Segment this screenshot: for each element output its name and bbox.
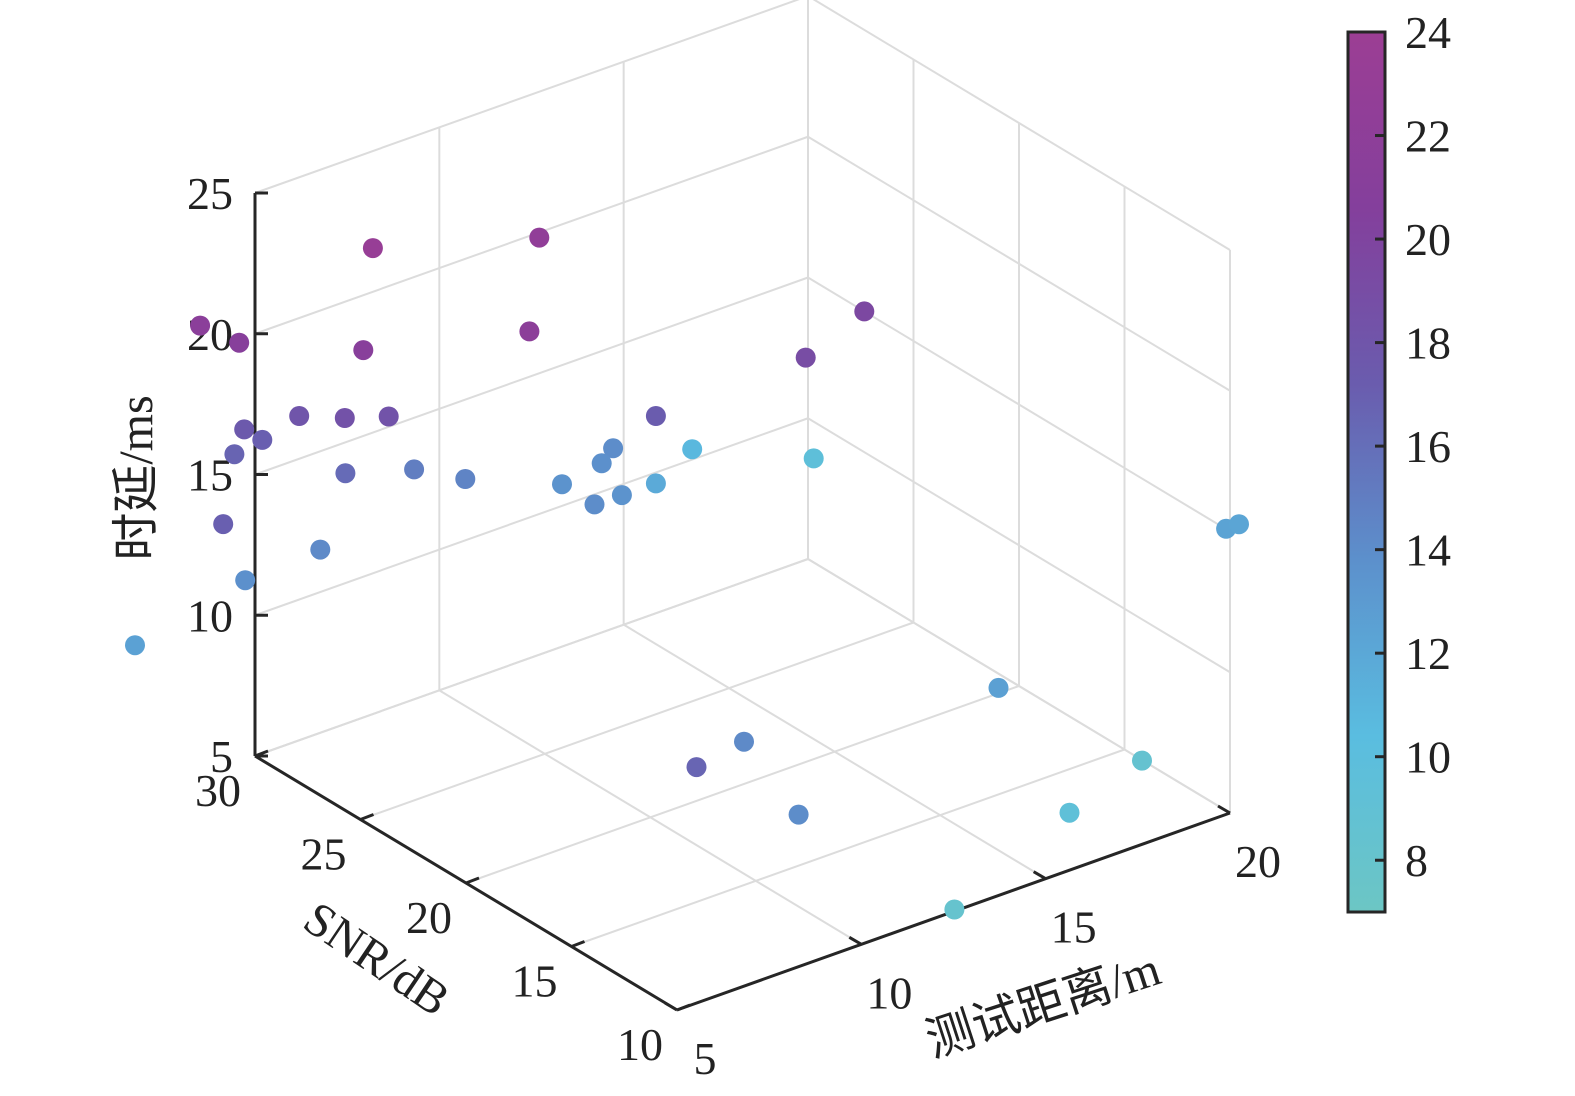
scatter-point [1059, 802, 1080, 823]
colorbar-tick-label: 22 [1405, 111, 1451, 162]
y-tick-mark [570, 940, 586, 948]
scatter-point [795, 347, 816, 368]
scatter-point [310, 539, 331, 560]
colorbar-tick-label: 12 [1405, 628, 1451, 679]
scatter-point [591, 453, 612, 474]
scatter-point [234, 419, 255, 440]
x-tick-label: 10 [866, 967, 912, 1018]
back-wall-grid-line [254, 0, 800, 194]
scatter-point [988, 677, 1009, 698]
scatter-point [1229, 514, 1249, 535]
colorbar-tick-label: 18 [1405, 318, 1451, 369]
y-tick-mark [359, 813, 375, 821]
y-tick-label: 25 [301, 829, 347, 880]
scatter-point [519, 321, 540, 342]
scatter-point [252, 429, 273, 450]
z-axis-label: 时延/ms [110, 395, 163, 560]
back-wall-grid-line [254, 558, 809, 757]
scatter-point [584, 494, 605, 515]
y-tick-label: 10 [617, 1019, 663, 1070]
scatter-point [529, 227, 550, 248]
scatter-point [334, 408, 355, 428]
scatter-point [944, 899, 965, 920]
y-tick-mark [676, 1003, 691, 1012]
scatter-point [289, 406, 310, 426]
scatter-point [1132, 750, 1152, 771]
floor-grid-line [360, 621, 914, 821]
scatter-point [125, 635, 145, 656]
side-wall-grid-line [807, 135, 1231, 392]
x-tick-mark [1032, 870, 1047, 880]
scatter-point [213, 514, 234, 535]
scatter-point [404, 459, 425, 480]
scatter-point [190, 315, 211, 336]
scatter-point [552, 474, 572, 495]
z-tick-label: 20 [187, 309, 233, 360]
scatter-point [854, 301, 875, 322]
scatter-point [803, 448, 824, 469]
x-tick-label: 20 [1235, 836, 1281, 887]
scatter-point [455, 469, 476, 489]
side-wall-grid-line [807, 558, 1231, 814]
scatter-point [353, 340, 374, 361]
x-tick-label: 15 [1051, 902, 1097, 953]
back-wall-grid-line [254, 276, 809, 476]
y-tick-label: 30 [195, 765, 241, 816]
colorbar-bar [1346, 30, 1387, 914]
scatter-point [235, 570, 256, 591]
grid-layer [254, 0, 1231, 1011]
back-wall-grid-line [254, 417, 809, 617]
scatter-point [335, 463, 356, 484]
y-tick-label: 20 [406, 892, 452, 943]
y-tick-label: 15 [512, 956, 558, 1007]
z-tick-label: 10 [187, 590, 233, 641]
scatter-point [603, 438, 624, 459]
scatter-point [645, 473, 666, 494]
scatter-point [734, 731, 754, 752]
z-tick-label: 5 [210, 731, 233, 782]
scatter-point [682, 439, 703, 460]
side-wall-grid-line [807, 417, 1231, 674]
colorbar: 8 10 12 14 16 18 20 22 24 [1346, 7, 1451, 914]
colorbar-tick-label: 24 [1405, 7, 1451, 58]
floor-grid-line [465, 685, 1020, 884]
colorbar-tick-label: 8 [1405, 835, 1428, 886]
y-tick-mark [465, 876, 480, 885]
scatter-point [686, 757, 707, 778]
z-tick-label: 25 [187, 168, 233, 219]
floor-grid-line [571, 748, 1125, 948]
colorbar-tick-label: 14 [1405, 525, 1451, 576]
colorbar-tick-label: 16 [1405, 421, 1451, 472]
scatter-point [362, 238, 383, 259]
colorbar-tick-label: 10 [1405, 732, 1451, 783]
side-wall-grid-line [807, 276, 1231, 533]
x-tick-mark [664, 1001, 678, 1012]
labels-layer: 测试距离/m SNR/dB 时延/ms [110, 395, 1167, 1068]
scatter-point [378, 406, 399, 427]
side-wall-grid-line [812, 0, 1231, 251]
x-tick-mark [1217, 804, 1231, 815]
points-layer [125, 227, 1249, 920]
scatter-point [611, 485, 632, 506]
x-tick-mark [848, 936, 863, 946]
scatter-point [224, 444, 245, 465]
x-axis-label: 测试距离/m [920, 943, 1167, 1068]
scatter-point [229, 332, 250, 353]
colorbar-tick-label: 20 [1405, 214, 1451, 265]
x-tick-label: 5 [694, 1033, 717, 1084]
scatter-point [645, 406, 666, 426]
scatter-point [788, 804, 809, 825]
